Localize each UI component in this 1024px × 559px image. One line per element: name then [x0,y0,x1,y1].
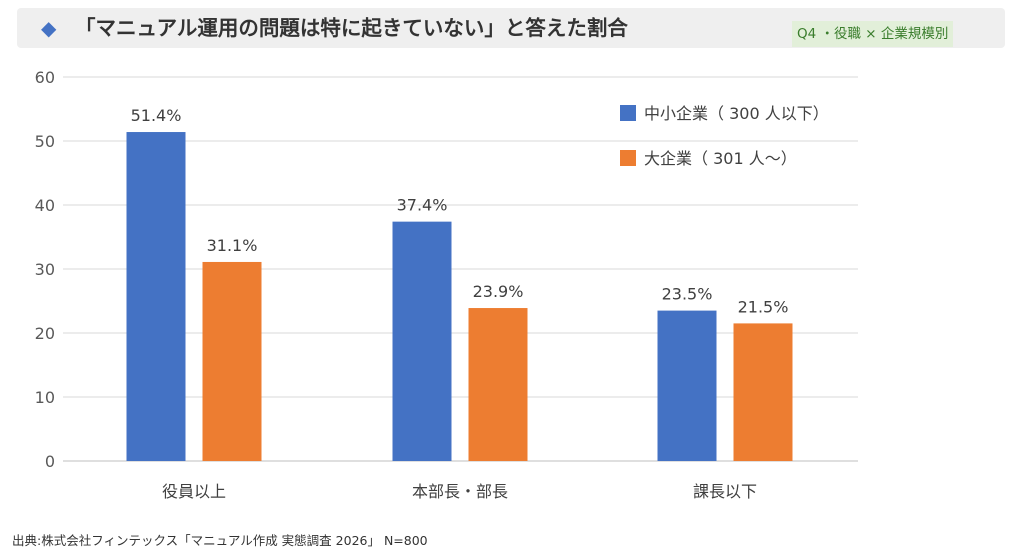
data-label: 51.4% [131,106,182,125]
x-tick-label: 課長以下 [693,482,757,501]
y-tick-label: 20 [35,324,55,343]
legend-label: 中小企業（ 300 人以下） [644,104,829,123]
bar [202,261,262,461]
data-label: 23.5% [662,285,713,304]
chart-subtitle-badge: Q4 ・役職 × 企業規模別 [792,21,954,47]
legend-swatch [620,105,636,121]
x-tick-label: 本部長・部長 [412,482,508,501]
data-label: 23.9% [473,282,524,301]
title-bar: ◆ 「マニュアル運用の問題は特に起きていない」と答えた割合 Q4 ・役職 × 企… [17,8,1005,48]
chart-title: 「マニュアル運用の問題は特に起きていない」と答えた割合 [75,16,628,40]
bar [126,132,186,462]
y-tick-label: 60 [35,68,55,87]
diamond-icon: ◆ [41,16,57,40]
y-tick-label: 0 [45,452,55,471]
bar [733,323,793,461]
bar [392,221,452,461]
legend-swatch [620,150,636,166]
data-label: 37.4% [397,196,448,215]
y-tick-label: 30 [35,260,55,279]
source-note: 出典:株式会社フィンテックス「マニュアル作成 実態調査 2026」 N=800 [12,533,428,548]
y-tick-label: 50 [35,132,55,151]
bar [657,310,717,461]
data-label: 21.5% [738,297,789,316]
y-tick-label: 40 [35,196,55,215]
y-tick-label: 10 [35,388,55,407]
x-tick-label: 役員以上 [162,482,226,501]
data-label: 31.1% [207,236,258,255]
legend-label: 大企業（ 301 人〜） [644,149,797,168]
bar [468,308,528,461]
